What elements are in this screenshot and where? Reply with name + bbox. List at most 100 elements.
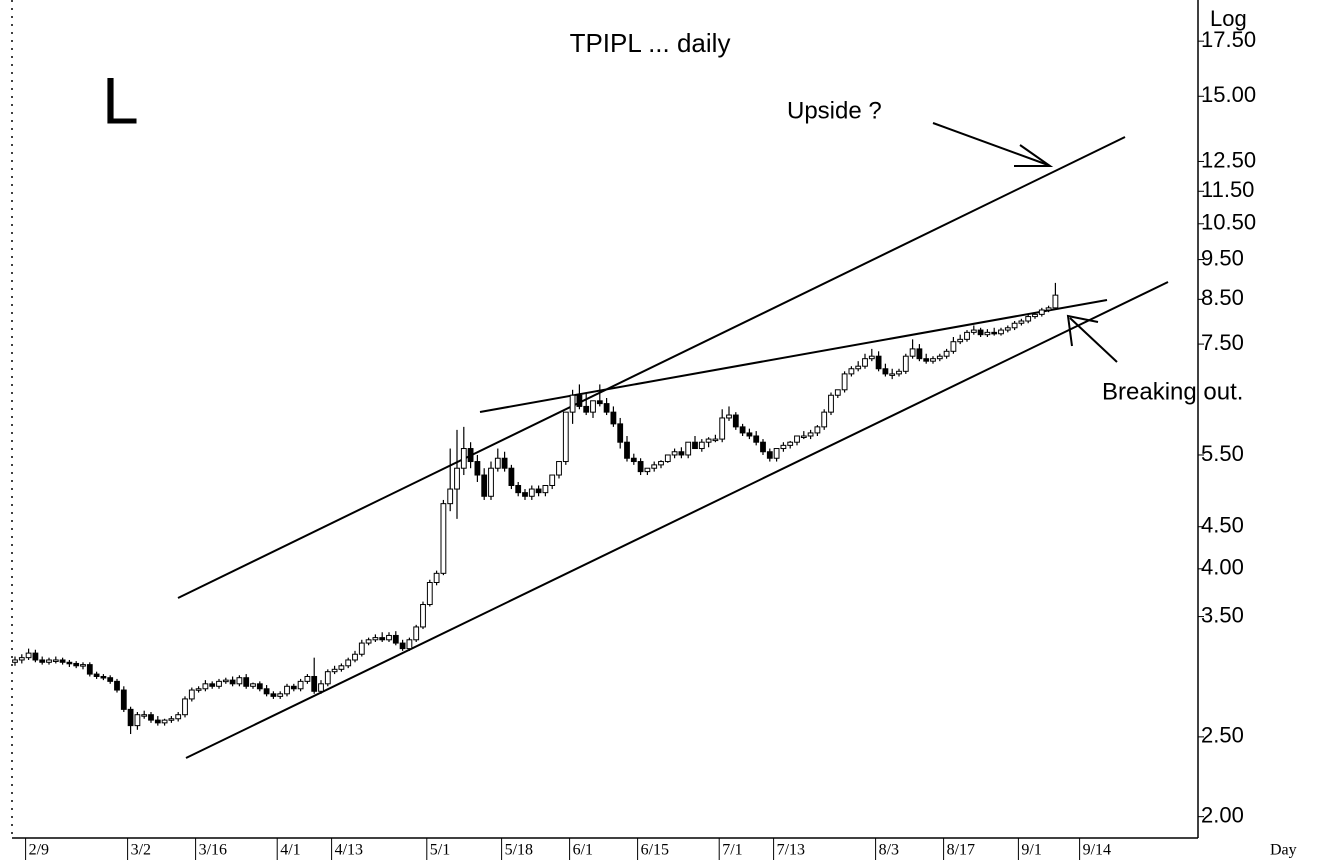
candle-body — [182, 698, 188, 716]
candle-body — [454, 467, 460, 490]
y-tick-label: 10.50 — [1201, 210, 1256, 235]
candle-body — [168, 718, 175, 721]
x-tick-label: 9/1 — [1021, 842, 1041, 859]
candle-body — [141, 714, 148, 717]
candle-body — [229, 679, 236, 685]
candle-body — [556, 461, 562, 476]
candle-body — [542, 484, 549, 494]
candle-body — [943, 350, 950, 357]
candle-body — [685, 441, 692, 456]
candle-body — [889, 373, 896, 376]
candle-body — [515, 484, 522, 494]
candle-body — [916, 348, 923, 360]
candle-body — [345, 659, 352, 667]
candle-body — [991, 331, 998, 335]
candle-body — [508, 467, 515, 486]
candle-body — [161, 719, 168, 724]
candle-body — [18, 657, 25, 661]
y-tick-label: 4.00 — [1201, 555, 1244, 580]
candle-body — [352, 653, 358, 661]
candle-body — [290, 685, 297, 690]
candle-body — [719, 417, 726, 440]
candle-body — [576, 394, 583, 407]
candle-body — [440, 503, 447, 574]
candle-body — [250, 683, 256, 687]
candle-body — [624, 441, 630, 459]
candle-body — [467, 448, 474, 463]
x-tick-label: 4/1 — [280, 842, 300, 859]
letter: L — [102, 63, 139, 137]
y-tick-label: 5.50 — [1201, 441, 1244, 466]
candle-body — [950, 341, 957, 352]
y-tick-label: 2.50 — [1201, 723, 1244, 748]
candle-body — [528, 488, 535, 497]
candle-body — [957, 338, 964, 343]
candle-body — [726, 414, 732, 419]
candle-body — [617, 423, 624, 443]
annotation: Upside ? — [787, 97, 882, 124]
y-tick-label: 7.50 — [1201, 330, 1244, 355]
candle-body — [610, 411, 617, 425]
candle-body — [304, 675, 311, 682]
candle-body — [834, 389, 841, 396]
candle-body — [882, 368, 889, 375]
upper-channel — [177, 136, 1126, 599]
candle-body — [923, 358, 930, 362]
candle-body — [936, 355, 943, 360]
x-tick-label: 7/13 — [777, 842, 805, 859]
candle-body — [692, 441, 698, 450]
x-tick-label: 5/1 — [430, 842, 450, 859]
candle-body — [583, 405, 590, 413]
candle-body — [59, 659, 66, 663]
candle-body — [86, 664, 93, 675]
candle-body — [324, 671, 331, 685]
candle-body — [1032, 313, 1038, 318]
candle-body — [875, 355, 882, 370]
candle-body — [1025, 316, 1032, 322]
candle-body — [25, 652, 32, 659]
x-tick-label: 6/15 — [641, 842, 669, 859]
candle-body — [52, 659, 59, 662]
candle-body — [637, 461, 644, 473]
lower-channel — [185, 281, 1169, 759]
candle-body — [433, 572, 440, 584]
candle-body — [868, 355, 875, 360]
candle-body — [1038, 309, 1045, 315]
candle-body — [705, 438, 712, 443]
candle-body — [603, 403, 610, 413]
candle-body — [107, 677, 114, 682]
candle-body — [32, 652, 39, 661]
y-tick-label: 3.50 — [1201, 602, 1244, 627]
candle-body — [379, 637, 386, 641]
candle-body — [39, 659, 46, 663]
candle-body — [372, 637, 379, 641]
candle-body — [970, 329, 977, 333]
arrow — [1069, 317, 1118, 363]
x-tick-label: 8/17 — [947, 842, 975, 859]
x-tick-label: 6/1 — [573, 842, 593, 859]
candle-body — [746, 432, 753, 437]
candle-body — [154, 719, 161, 724]
candle-body — [501, 457, 508, 469]
candle-body — [964, 331, 970, 340]
candle-body — [535, 488, 542, 494]
candle-body — [998, 329, 1004, 335]
candle-body — [739, 426, 746, 434]
candle-body — [148, 714, 154, 721]
candle-body — [848, 368, 855, 375]
candle-body — [80, 664, 86, 667]
resistance-line — [479, 299, 1108, 413]
candle-body — [862, 358, 868, 367]
arrow-head — [1014, 144, 1054, 167]
candle-body — [494, 457, 501, 469]
x-tick-label: 7/1 — [722, 842, 742, 859]
candle-body — [549, 474, 556, 486]
candle-body — [236, 677, 243, 685]
candle-body — [134, 714, 141, 727]
candle-body — [222, 679, 229, 683]
x-tick-label: 5/18 — [505, 842, 533, 859]
candle-body — [794, 435, 800, 443]
candle-body — [596, 400, 603, 405]
candle-body — [800, 435, 807, 438]
x-tick-label: 9/14 — [1083, 842, 1111, 859]
